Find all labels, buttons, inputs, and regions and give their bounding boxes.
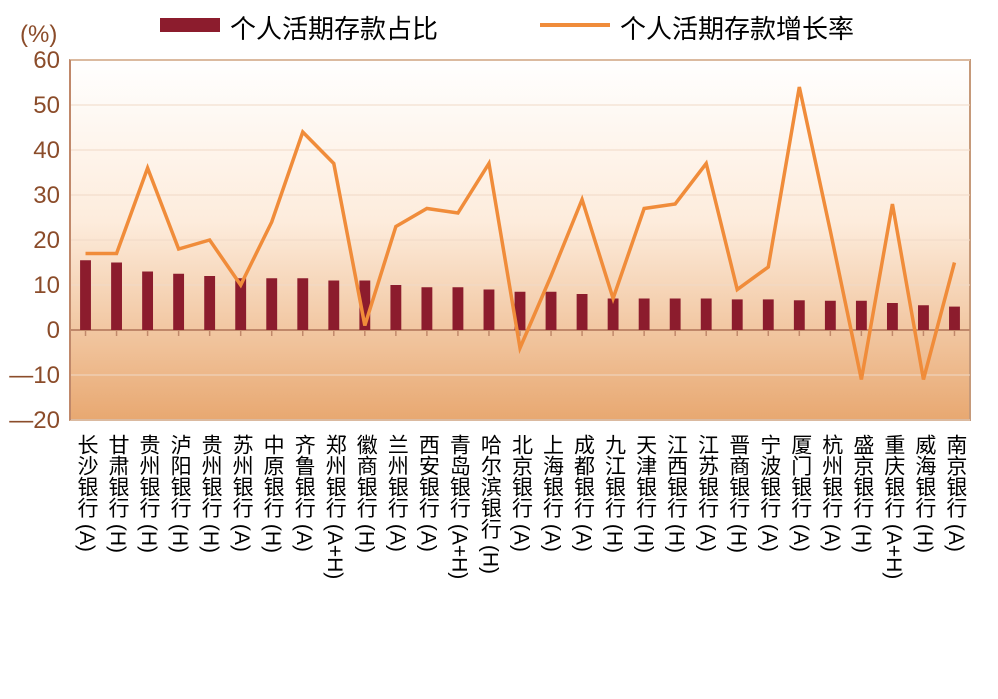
x-label: 天津银行 (H) <box>634 434 658 553</box>
x-label: 甘肃银行 (H) <box>106 434 130 553</box>
x-label: 齐鲁银行 (A) <box>292 434 316 552</box>
bar <box>390 285 401 330</box>
chart-container: —20 —10 0 10 20 30 40 50 60(%) 长沙银行 (A) 甘肃银行 (H) 贵州… <box>0 0 998 694</box>
legend: 个人活期存款占比 个人活期存款增长率 <box>160 14 854 44</box>
svg-text:20: 20 <box>33 227 60 254</box>
x-label: 九江银行 (H) <box>603 434 627 553</box>
svg-text:40: 40 <box>33 137 60 164</box>
bar <box>421 287 432 330</box>
bar <box>80 260 91 330</box>
bar <box>949 307 960 330</box>
svg-text:—10: —10 <box>9 362 60 389</box>
bar <box>111 263 122 331</box>
svg-text:—20: —20 <box>9 407 60 434</box>
bar <box>577 294 588 330</box>
x-label: 厦门银行 (A) <box>789 434 813 552</box>
x-label: 兰州银行 (A) <box>385 434 409 552</box>
x-label: 上海银行 (A) <box>540 434 564 552</box>
bar <box>794 300 805 330</box>
bar <box>266 278 277 330</box>
x-label: 哈尔滨银行 (H) <box>478 434 502 574</box>
bar <box>204 276 215 330</box>
svg-text:10: 10 <box>33 272 60 299</box>
legend-label: 个人活期存款增长率 <box>620 14 854 44</box>
combo-chart: —20 —10 0 10 20 30 40 50 60(%) 长沙银行 (A) 甘肃银行 (H) 贵州… <box>0 0 998 694</box>
bar <box>763 299 774 330</box>
x-label: 中原银行 (H) <box>261 434 285 553</box>
x-label: 贵州银行 (H) <box>137 434 161 553</box>
x-label: 苏州银行 (A) <box>230 434 254 552</box>
svg-text:60: 60 <box>33 47 60 74</box>
x-label: 宁波银行 (A) <box>758 434 782 552</box>
bar <box>918 305 929 330</box>
bar <box>328 281 339 331</box>
bar <box>670 299 681 331</box>
bar <box>142 272 153 331</box>
legend-label: 个人活期存款占比 <box>230 14 438 44</box>
x-label: 贵州银行 (H) <box>199 434 223 553</box>
bar <box>856 301 867 330</box>
x-label: 泸阳银行 (H) <box>168 434 192 553</box>
x-label: 南京银行 (A) <box>944 434 968 552</box>
bar <box>701 299 712 331</box>
x-label: 盛京银行 (H) <box>851 434 875 553</box>
bar <box>825 301 836 330</box>
x-label: 江西银行 (H) <box>665 434 689 553</box>
svg-text:50: 50 <box>33 92 60 119</box>
x-label: 西安银行 (A) <box>416 434 440 552</box>
bar <box>484 290 495 331</box>
bar <box>297 278 308 330</box>
x-label: 成都银行 (A) <box>572 434 596 552</box>
x-label: 长沙银行 (A) <box>75 434 99 552</box>
x-label: 郑州银行 (A+H) <box>323 434 347 579</box>
x-label: 江苏银行 (A) <box>696 434 720 552</box>
bar <box>453 287 464 330</box>
bar <box>546 292 557 330</box>
x-label: 徽商银行 (H) <box>354 434 378 553</box>
svg-text:(%): (%) <box>20 21 57 48</box>
x-label: 重庆银行 (A+H) <box>882 434 906 579</box>
x-label: 青岛银行 (A+H) <box>447 434 471 579</box>
x-label: 晋商银行 (H) <box>727 434 751 553</box>
svg-text:0: 0 <box>47 317 60 344</box>
x-label: 威海银行 (H) <box>913 434 937 553</box>
bar <box>732 299 743 330</box>
svg-text:30: 30 <box>33 182 60 209</box>
x-label: 北京银行 (A) <box>509 434 533 552</box>
bar <box>887 303 898 330</box>
x-label: 杭州银行 (A) <box>820 434 844 552</box>
bar <box>639 299 650 331</box>
bar <box>173 274 184 330</box>
